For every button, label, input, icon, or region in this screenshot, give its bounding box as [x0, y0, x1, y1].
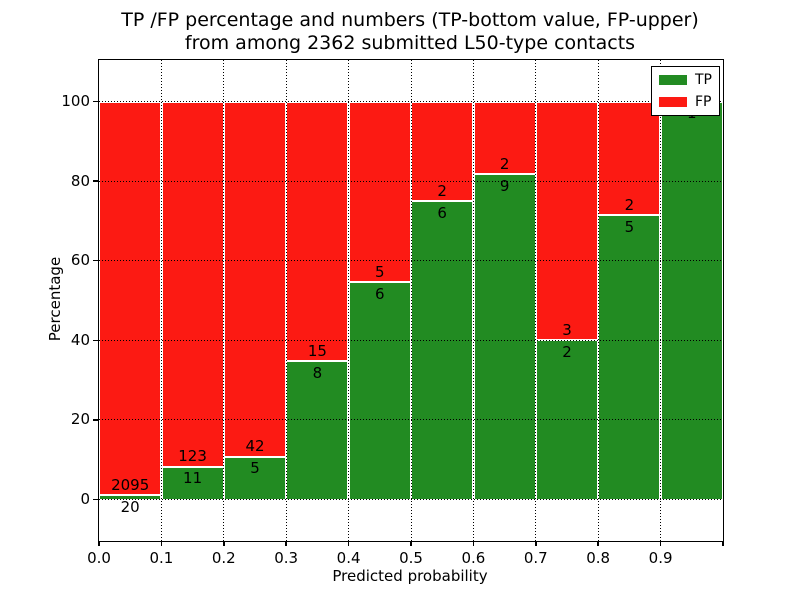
gridline-horizontal [99, 419, 723, 421]
bar-segment-fp [100, 101, 161, 496]
x-tick-label: 0.5 [399, 549, 423, 567]
gridline-vertical [410, 60, 412, 541]
y-axis-tick [93, 419, 99, 421]
x-axis-tick [659, 541, 662, 546]
legend-swatch-tp [659, 75, 687, 85]
bar-segment-tp [599, 215, 660, 500]
x-axis-tick [472, 541, 475, 546]
bar-segment-fp [474, 101, 535, 174]
bar-segment-fp [162, 101, 223, 467]
bar-segment-fp [287, 101, 348, 361]
tp-count-label: 6 [437, 203, 447, 222]
gridline-vertical [535, 60, 537, 541]
fp-count-label: 5 [375, 262, 385, 281]
fp-count-label: 2 [624, 195, 635, 214]
gridline-horizontal [99, 260, 723, 262]
tp-count-label: 8 [312, 363, 323, 382]
gridline-horizontal [99, 180, 723, 182]
legend-label-tp: TP [695, 72, 712, 88]
y-tick-label: 60 [70, 251, 90, 270]
y-axis-tick [93, 180, 99, 182]
gridline-vertical [660, 60, 662, 541]
chart-title-line2: from among 2362 submitted L50-type conta… [184, 32, 636, 54]
x-tick-label: 0.8 [586, 549, 611, 567]
fp-count-label: 42 [245, 437, 265, 456]
x-axis-tick [160, 541, 163, 546]
x-tick-label: 0.4 [336, 549, 361, 567]
x-tick-label: 0.1 [149, 549, 174, 567]
fp-count-label: 2 [499, 154, 510, 173]
x-axis-tick [223, 541, 225, 546]
fp-count-label: 3 [562, 320, 572, 339]
gridline-vertical [472, 60, 474, 541]
bar-segment-tp [162, 466, 223, 500]
bar-segment-fp [537, 101, 597, 341]
x-axis-tick [597, 541, 599, 546]
legend: TP FP [651, 66, 720, 116]
gridline-vertical [597, 60, 599, 541]
x-axis-tick [347, 541, 350, 546]
chart-title-line1: TP /FP percentage and numbers (TP-bottom… [121, 9, 699, 31]
legend-entry: TP [659, 73, 712, 87]
x-tick-label: 0.6 [461, 549, 486, 567]
tp-count-label: 2 [562, 342, 572, 361]
legend-entry: FP [659, 95, 712, 109]
x-axis-tick [535, 541, 537, 546]
fp-count-label: 15 [307, 341, 327, 360]
bar-segment-tp [100, 495, 161, 500]
y-tick-label: 40 [70, 330, 90, 349]
gridline-vertical [285, 60, 287, 541]
y-axis-label: Percentage [46, 256, 64, 342]
bar-segment-fp [412, 101, 473, 202]
legend-label-fp: FP [695, 94, 712, 110]
x-tick-label: 0.3 [274, 549, 299, 567]
fp-count-label: 2 [437, 181, 447, 200]
y-tick-label: 80 [70, 171, 90, 190]
x-tick-label: 0.2 [211, 549, 236, 567]
x-tick-label: 0.7 [523, 549, 548, 567]
y-axis-tick [93, 339, 99, 341]
y-tick-label: 20 [70, 410, 90, 429]
x-axis-tick [722, 541, 724, 546]
bar-segment-fp [599, 101, 660, 216]
tp-count-label: 20 [120, 497, 140, 516]
bar-segment-tp [287, 361, 348, 500]
bar-segment-tp [225, 456, 285, 500]
fp-count-label: 2095 [111, 475, 150, 494]
tp-count-label: 9 [499, 176, 510, 195]
bar-segment-tp [474, 174, 535, 500]
legend-swatch-fp [659, 97, 687, 107]
tp-count-label: 5 [250, 459, 260, 478]
x-tick-label: 0.0 [87, 549, 111, 567]
y-tick-label: 0 [80, 489, 90, 508]
bar-segment-tp [412, 201, 473, 500]
y-axis-tick [93, 100, 99, 103]
x-axis-tick [98, 541, 100, 546]
x-axis-label: Predicted probability [332, 567, 488, 585]
tp-count-label: 11 [183, 469, 203, 488]
y-tick-label: 100 [61, 92, 90, 111]
x-axis-tick [285, 541, 287, 546]
x-axis-tick [410, 541, 412, 546]
tp-count-label: 5 [624, 217, 635, 236]
fp-count-label: 123 [178, 447, 207, 466]
chart-title: TP /FP percentage and numbers (TP-bottom… [98, 9, 722, 55]
bar-segment-fp [225, 101, 285, 457]
gridline-horizontal [99, 498, 723, 500]
bar-segment-tp [661, 101, 722, 500]
gridline-horizontal [99, 339, 723, 341]
x-tick-label: 0.9 [648, 549, 673, 567]
bar-segment-tp [349, 282, 410, 500]
bar-segment-fp [349, 101, 410, 283]
gridline-vertical [348, 60, 350, 541]
y-axis-tick [93, 498, 99, 500]
y-axis-tick [93, 259, 99, 262]
gridline-vertical [160, 60, 162, 541]
gridline-vertical [223, 60, 225, 541]
gridline-horizontal [99, 101, 723, 103]
tp-count-label: 6 [375, 284, 385, 303]
